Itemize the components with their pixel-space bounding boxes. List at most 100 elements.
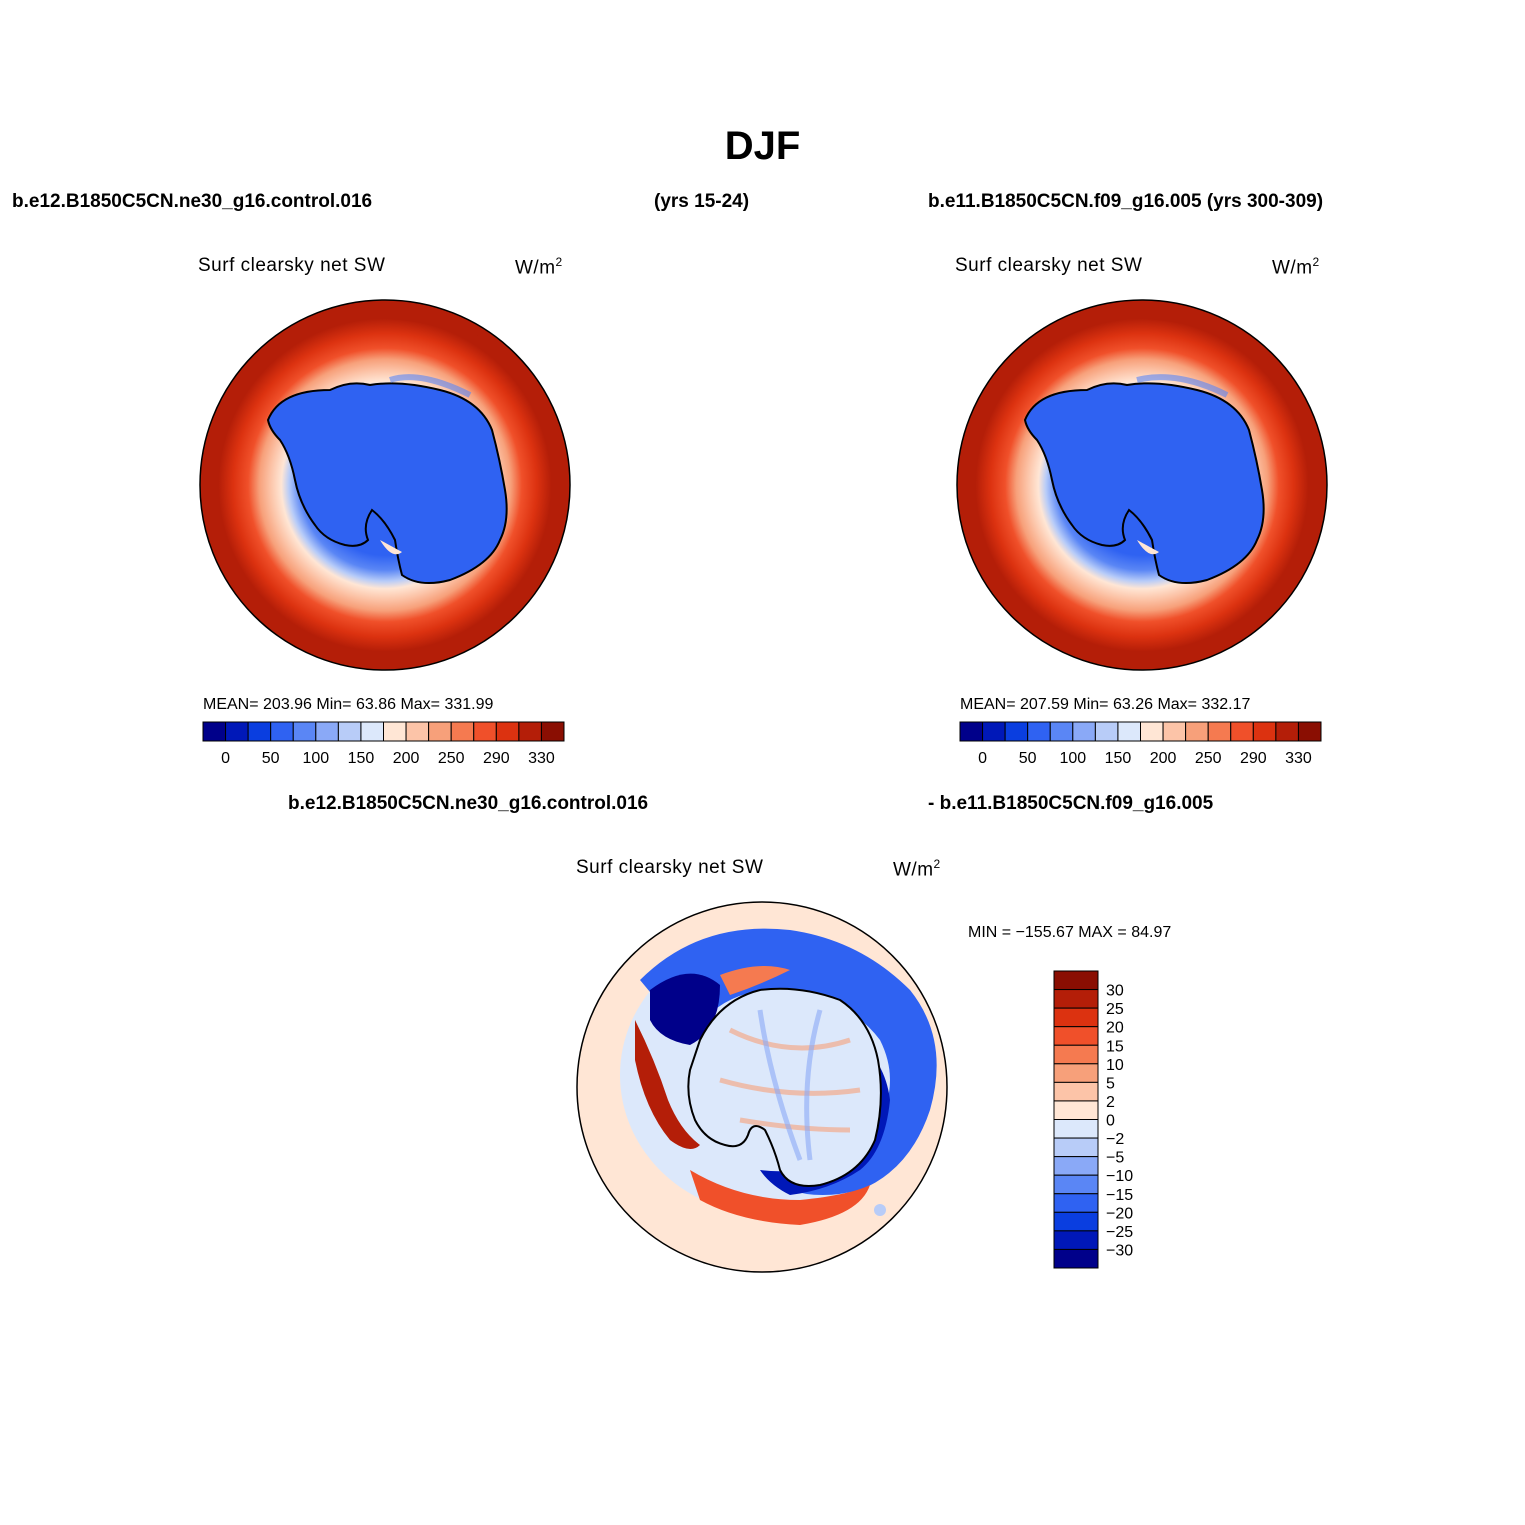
panel3-colorbar-swatch [1053,1100,1099,1120]
panel3-colorbar-swatch [1053,1230,1099,1250]
panel1-colorbar-label: 200 [393,750,420,767]
panel1-colorbar-label: 290 [483,750,510,767]
panel3-colorbar-label: −20 [1106,1205,1133,1222]
panel1-colorbar-swatch [495,721,520,742]
panel3-colorbar-label: 30 [1106,983,1124,1000]
diff-case1-label: b.e12.B1850C5CN.ne30_g16.control.016 [288,793,649,814]
panel3-colorbar-label: 2 [1106,1094,1115,1111]
panel3-stats: MIN = −155.67 MAX = 84.97 [968,924,1172,941]
panel2-variable: Surf clearsky net SW [955,255,1143,276]
panel3-colorbar-swatch [1053,1156,1099,1176]
panel3-colorbar-swatch [1053,1137,1099,1158]
panel2-colorbar-label: 330 [1285,750,1312,767]
panel2-colorbar-swatch [1185,721,1209,742]
panel3-colorbar-swatch [1053,1174,1099,1195]
panel3-map [576,901,948,1273]
panel1-map [199,299,571,671]
panel2-colorbar-swatch [982,721,1006,742]
panel2-colorbar-swatch [1049,721,1074,742]
panel2-colorbar-swatch [1297,721,1322,742]
case2-label: b.e11.B1850C5CN.f09_g16.005 (yrs 300-309… [928,191,1324,212]
panel2-colorbar-swatch [1275,721,1299,742]
panel2-colorbar-label: 150 [1105,750,1132,767]
panel3-colorbar-swatch [1053,1026,1099,1046]
panel2-colorbar-label: 250 [1195,750,1222,767]
panel2-colorbar-label: 100 [1059,750,1086,767]
panel2-colorbar-swatch [1162,721,1187,742]
panel3-colorbar-swatch [1053,1081,1099,1102]
panel2-colorbar-swatch [1140,721,1164,742]
panel1-colorbar-swatch [337,721,362,742]
panel3-colorbar-label: −5 [1106,1150,1124,1167]
panel1-colorbar-swatch [450,721,475,742]
panel3-colorbar-label: 5 [1106,1075,1115,1092]
panel3-colorbar-label: 20 [1106,1020,1124,1037]
panel2-units: W/m2 [1272,255,1320,279]
panel1-colorbar-swatch [270,721,294,742]
panel3-units: W/m2 [893,857,941,881]
panel1-colorbar-swatch [292,721,317,742]
panel3-colorbar-label: −10 [1106,1168,1133,1185]
panel2-colorbar-swatch [959,721,984,742]
panel3-colorbar-label: −2 [1106,1131,1124,1148]
panel2-map [956,299,1328,671]
panel2-colorbar-label: 290 [1240,750,1267,767]
panel3-colorbar-swatch [1053,1007,1099,1028]
figure-title: DJF [724,124,801,168]
panel2-colorbar-swatch [1252,721,1277,742]
panel2-stats: MEAN= 207.59 Min= 63.26 Max= 332.17 [960,696,1251,713]
case1-label: b.e12.B1850C5CN.ne30_g16.control.016 [12,191,373,212]
panel2-colorbar-swatch [1004,721,1029,742]
panel1-stats: MEAN= 203.96 Min= 63.86 Max= 331.99 [203,696,494,713]
panel1-variable: Surf clearsky net SW [198,255,386,276]
panel2-colorbar-swatch [1072,721,1096,742]
case1-years: (yrs 15-24) [654,191,750,212]
panel3-colorbar-label: −30 [1106,1242,1133,1259]
panel1-colorbar-label: 50 [262,750,280,767]
panel1-colorbar-label: 100 [302,750,329,767]
panel3-colorbar-swatch [1053,1193,1099,1213]
panel1-colorbar-swatch [315,721,339,742]
panel1-colorbar-label: 330 [528,750,555,767]
panel3-variable: Surf clearsky net SW [576,857,764,878]
panel2-colorbar-label: 50 [1019,750,1037,767]
panel1-colorbar-swatch [428,721,452,742]
panel3-colorbar-swatch [1053,1211,1099,1232]
panel2-colorbar-swatch [1117,721,1141,742]
panel1-colorbar-swatch [225,721,249,742]
panel1-colorbar-swatch [383,721,407,742]
panel2-colorbar-swatch [1027,721,1051,742]
panel3-colorbar-swatch [1053,1063,1099,1083]
panel1-colorbar-swatch [518,721,542,742]
panel3-colorbar-label: 10 [1106,1057,1124,1074]
diff-case2-label: - b.e11.B1850C5CN.f09_g16.005 [928,793,1214,814]
panel1-colorbar-swatch [405,721,430,742]
panel3-colorbar-label: 25 [1106,1001,1124,1018]
panel1-colorbar-swatch [202,721,227,742]
panel1-units: W/m2 [515,255,563,279]
panel3-colorbar-swatch [1053,1248,1099,1269]
panel3-colorbar-swatch [1053,989,1099,1009]
panel3-colorbar-label: −25 [1106,1224,1133,1241]
panel1-colorbar-label: 150 [348,750,375,767]
panel3-colorbar-swatch [1053,1119,1099,1139]
panel3-colorbar-swatch [1053,970,1099,991]
panel1-colorbar-label: 250 [438,750,465,767]
panel1-colorbar-swatch [473,721,497,742]
panel3-colorbar-label: 15 [1106,1038,1124,1055]
panel2-colorbar-swatch [1230,721,1254,742]
panel2-colorbar-swatch [1207,721,1232,742]
panel2-colorbar-swatch [1094,721,1119,742]
panel2-colorbar: 0 50 100 150 200 250 290 330 [959,721,1322,767]
panel2-colorbar-label: 0 [978,750,987,767]
panel1-colorbar-swatch [247,721,272,742]
panel3-colorbar-label: 0 [1106,1113,1115,1130]
panel3-colorbar-label: −15 [1106,1187,1133,1204]
panel1-colorbar-label: 0 [221,750,230,767]
panel1-colorbar: 0 50 100 150 200 250 290 330 [202,721,565,767]
panel3-colorbar-swatch [1053,1044,1099,1065]
panel1-colorbar-swatch [540,721,565,742]
panel2-colorbar-label: 200 [1150,750,1177,767]
